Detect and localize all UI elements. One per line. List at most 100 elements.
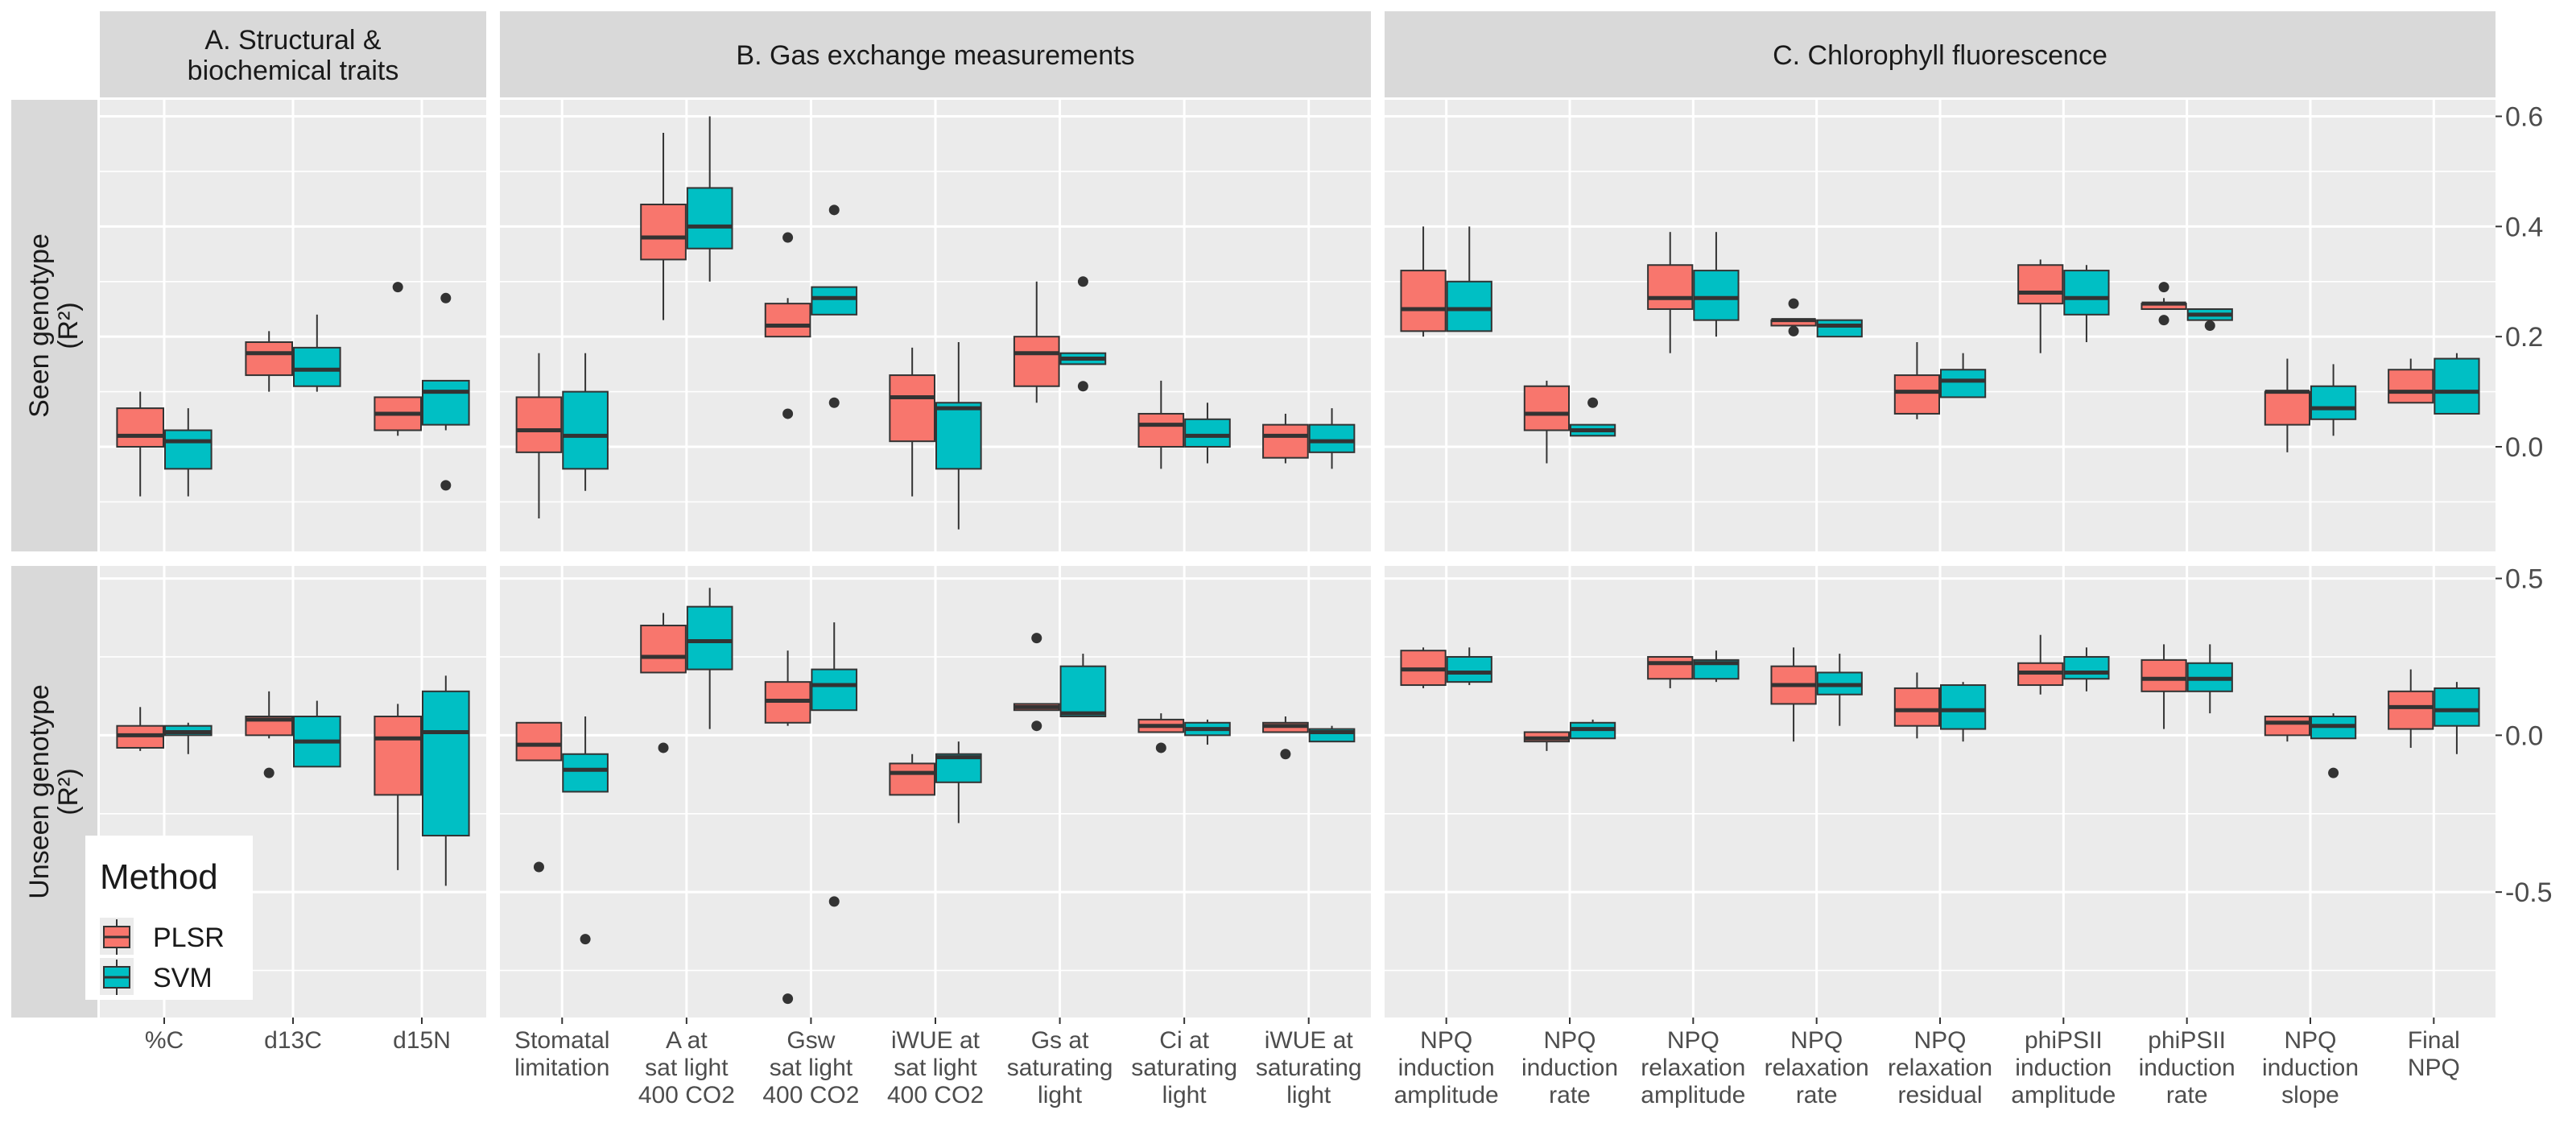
box-svm-r1-c2-2 [1693,650,1740,683]
box-svm-r1-c1-5 [1184,719,1231,745]
box-body [2264,716,2311,737]
x-tick-label: NPQ relaxation amplitude [1641,1027,1745,1108]
box-svm-r0-c2-7 [2310,364,2357,436]
outlier-point [1788,325,1799,336]
outlier-point [440,292,452,303]
box-body [2434,357,2480,415]
box-svm-r0-c1-6 [1308,408,1356,469]
legend-label-svm: SVM [153,963,213,993]
x-tick-label: d15N [393,1027,451,1054]
box-svm-r0-c2-4 [1940,353,1987,398]
box-svm-r0-c1-0 [562,353,609,491]
row-strip-label-0: Seen genotype(R²) [24,233,84,418]
box-plsr-r1-c1-0 [515,721,563,873]
box-plsr-r0-c1-2 [764,232,811,419]
box-body [245,341,293,377]
box-body [1137,412,1185,448]
box-plsr-r0-c0-0 [116,391,164,497]
box-svm-r1-c2-3 [1816,654,1863,726]
outlier-point [533,861,544,873]
box-body [640,625,687,674]
box-body [1693,270,1740,321]
row-title-1: Unseen genotype(R²) [24,684,84,899]
box-body [164,429,213,470]
box-svm-r1-c1-2 [811,622,858,907]
box-svm-r1-c2-4 [1940,682,1987,742]
box-svm-r1-c2-6 [2186,644,2233,714]
y-tick-label: 0.4 [2505,212,2543,242]
facet-strip-1 [500,11,1371,97]
box-plsr-r0-c1-4 [1013,281,1060,403]
row-strip-label-1: Unseen genotype(R²) [24,684,84,899]
box-plsr-r0-c1-6 [1262,413,1309,464]
box-body [1647,264,1694,310]
box-body [293,346,341,387]
box-body [640,203,687,261]
box-svm-r1-c2-0 [1446,647,1492,686]
facet-strip-2 [1385,11,2496,97]
box-svm-r1-c1-0 [562,716,609,945]
box-body [1059,665,1107,718]
outlier-point [1077,381,1088,392]
box-plsr-r0-c2-6 [2140,282,2187,326]
outlier-point [1587,397,1599,408]
box-body [764,303,811,338]
row-strip-1 [11,566,97,1018]
box-body [2264,390,2311,426]
box-plsr-r1-c1-3 [889,753,935,796]
box-body [422,690,470,837]
box-plsr-r0-c2-3 [1770,298,1817,336]
box-body [811,286,858,316]
box-plsr-r0-c1-3 [889,347,935,497]
box-plsr-r0-c0-2 [374,282,422,436]
facet-title-1: B. Gas exchange measurements [736,40,1134,71]
box-svm-r1-c0-1 [293,700,341,768]
x-tick-label: Final NPQ [2408,1027,2460,1081]
outlier-point [1031,720,1042,732]
box-svm-r0-c2-3 [1816,319,1863,338]
y-tick-label: 0.6 [2505,102,2543,133]
box-body [2063,655,2110,680]
outlier-point [782,232,794,243]
outlier-point [2328,767,2339,778]
x-tick-label: Stomatal limitation [514,1027,609,1081]
box-plsr-r0-c2-1 [1523,380,1571,464]
box-body [935,402,982,470]
box-body [2310,385,2357,420]
box-svm-r1-c1-6 [1308,725,1356,743]
box-svm-r0-c2-5 [2063,265,2110,343]
box-plsr-r1-c0-0 [116,707,164,751]
legend: Method PLSR SVM [85,836,253,1000]
box-svm-r0-c0-1 [293,314,341,392]
outlier-point [1280,749,1291,760]
outlier-point [1031,633,1042,644]
box-plsr-r0-c2-4 [1893,342,1941,419]
box-plsr-r1-c2-5 [2017,634,2064,695]
row-strip-0 [11,100,97,551]
box-svm-r1-c2-7 [2310,713,2357,778]
box-body [422,379,470,426]
box-svm-r0-c1-3 [935,342,982,530]
box-body [2140,658,2187,692]
box-svm-r1-c1-3 [935,741,982,824]
box-svm-r0-c2-0 [1446,226,1492,332]
box-svm-r1-c0-2 [422,675,470,886]
box-body [1940,369,1987,398]
x-tick-label: phiPSII induction rate [2139,1027,2235,1108]
row-title-0: Seen genotype(R²) [24,233,84,418]
box-svm-r0-c2-6 [2186,308,2233,331]
y-tick-label: 0.5 [2505,564,2543,595]
box-body [116,407,164,448]
box-body [1940,684,1987,730]
legend-title: Method [100,857,218,897]
outlier-point [782,993,794,1005]
box-body [515,721,563,762]
box-body [2434,687,2480,727]
box-body [2017,264,2064,305]
outlier-point [440,480,452,491]
x-tick-label: Ci at saturating light [1131,1027,1237,1108]
box-body [1446,655,1492,683]
box-body [562,390,609,470]
box-svm-r0-c2-8 [2434,353,2480,415]
x-tick-label: NPQ induction rate [1521,1027,1618,1108]
